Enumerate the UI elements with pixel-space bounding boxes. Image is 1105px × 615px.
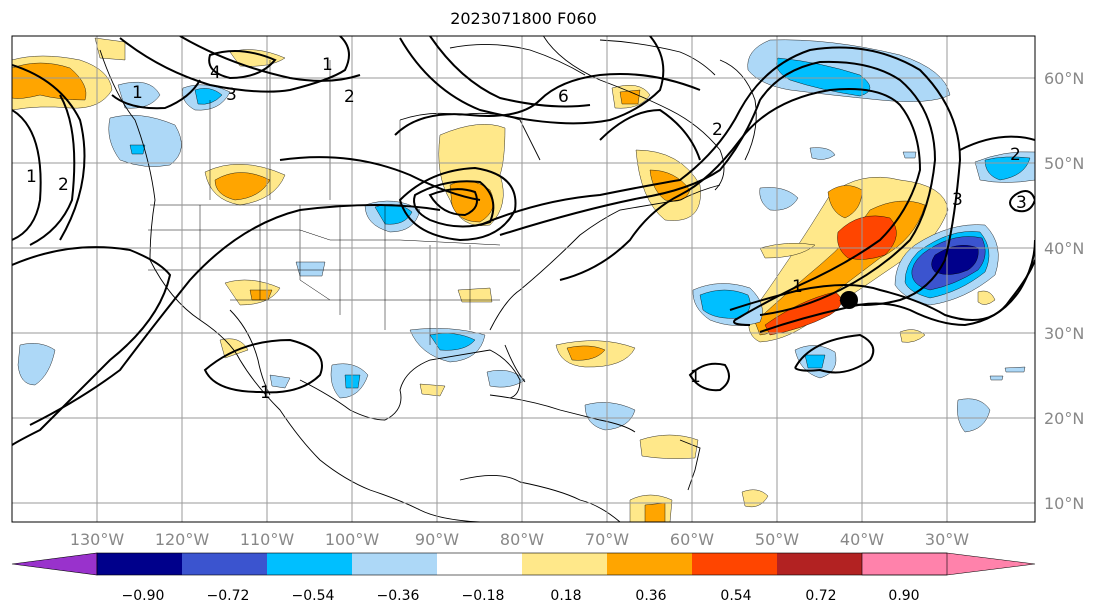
lat-label: 10°N bbox=[1044, 494, 1084, 513]
contour-label: 2 bbox=[58, 175, 69, 195]
colorbar-tick-label: 0.18 bbox=[550, 588, 581, 604]
latitude-labels: 60°N 50°N 40°N 30°N 20°N 10°N bbox=[1044, 69, 1084, 513]
colorbar-segment bbox=[777, 553, 862, 575]
lon-label: 120°W bbox=[155, 530, 210, 549]
lon-label: 130°W bbox=[70, 530, 125, 549]
contour-label: 6 bbox=[558, 87, 569, 107]
colorbar-segment bbox=[437, 553, 522, 575]
contour-label: 4 bbox=[210, 63, 221, 83]
lat-label: 40°N bbox=[1044, 239, 1084, 258]
colorbar: −0.90 −0.72 −0.54 −0.36 −0.18 0.18 0.36 … bbox=[11, 552, 1036, 604]
colorbar-segment bbox=[182, 553, 267, 575]
contour-label: 1 bbox=[690, 367, 701, 387]
colorbar-tick-label: −0.18 bbox=[462, 588, 505, 604]
contour-label: 2 bbox=[1010, 145, 1021, 165]
lon-label: 50°W bbox=[755, 530, 799, 549]
contour-label: 1 bbox=[322, 55, 333, 75]
contour-label: 1 bbox=[260, 383, 271, 403]
colorbar-tick-label: −0.54 bbox=[292, 588, 335, 604]
colorbar-extend-right bbox=[861, 552, 1036, 576]
lon-label: 30°W bbox=[925, 530, 969, 549]
contour-label: 3 bbox=[952, 190, 963, 210]
map-background bbox=[12, 36, 1035, 522]
lat-label: 60°N bbox=[1044, 69, 1084, 88]
lon-label: 90°W bbox=[415, 530, 459, 549]
lon-label: 110°W bbox=[240, 530, 295, 549]
colorbar-segment bbox=[522, 553, 607, 575]
contour-label: 2 bbox=[712, 120, 723, 140]
contour-label: 2 bbox=[344, 87, 355, 107]
contour-labels: 1 2 3 4 6 1 1 2 2 3 1 2 3 1 1 bbox=[26, 55, 1027, 403]
contour-label: 3 bbox=[226, 85, 237, 105]
colorbar-tick-label: −0.36 bbox=[377, 588, 420, 604]
contour-label: 1 bbox=[26, 167, 37, 187]
colorbar-tick-label: 0.36 bbox=[635, 588, 666, 604]
contour-label: 1 bbox=[132, 83, 143, 103]
colorbar-ticks: −0.90 −0.72 −0.54 −0.36 −0.18 0.18 0.36 … bbox=[122, 588, 920, 604]
contour-lines bbox=[12, 36, 1035, 446]
colorbar-segment bbox=[267, 553, 352, 575]
colorbar-tick-label: 0.72 bbox=[805, 588, 836, 604]
colorbar-tick-label: −0.90 bbox=[122, 588, 165, 604]
colorbar-tick-label: −0.72 bbox=[207, 588, 250, 604]
lon-label: 40°W bbox=[840, 530, 884, 549]
contour-label: 3 bbox=[1016, 193, 1027, 213]
map-title: 2023071800 F060 bbox=[450, 9, 597, 28]
contour-label: 1 bbox=[792, 277, 803, 297]
lon-label: 60°W bbox=[670, 530, 714, 549]
lat-label: 20°N bbox=[1044, 409, 1084, 428]
colorbar-segment bbox=[352, 553, 437, 575]
lon-label: 80°W bbox=[500, 530, 544, 549]
longitude-labels: 130°W 120°W 110°W 100°W 90°W 80°W 70°W 6… bbox=[70, 530, 969, 549]
coastline bbox=[99, 36, 757, 522]
lon-label: 70°W bbox=[585, 530, 629, 549]
colorbar-segment bbox=[97, 553, 182, 575]
graticule bbox=[12, 36, 1035, 522]
colorbar-segment bbox=[607, 553, 692, 575]
colorbar-extend-left bbox=[11, 552, 98, 576]
lon-label: 100°W bbox=[325, 530, 380, 549]
map-frame bbox=[11, 35, 1036, 523]
colorbar-tick-label: 0.54 bbox=[720, 588, 751, 604]
lat-label: 30°N bbox=[1044, 324, 1084, 343]
colorbar-tick-label: 0.90 bbox=[888, 588, 919, 604]
storm-center-marker bbox=[840, 291, 858, 309]
colorbar-segment bbox=[692, 553, 777, 575]
lat-label: 50°N bbox=[1044, 154, 1084, 173]
